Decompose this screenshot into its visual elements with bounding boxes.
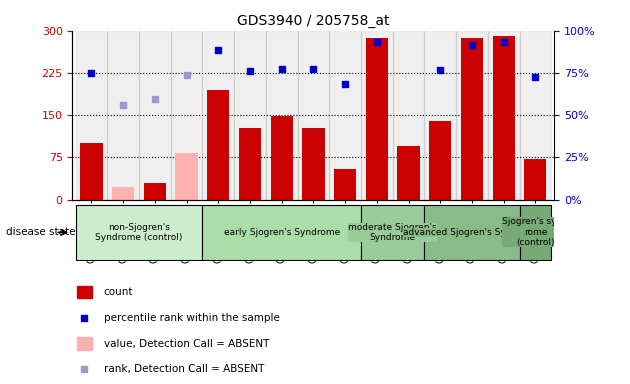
Text: value, Detection Call = ABSENT: value, Detection Call = ABSENT: [104, 339, 269, 349]
Text: rank, Detection Call = ABSENT: rank, Detection Call = ABSENT: [104, 364, 264, 374]
Bar: [144, 183, 166, 200]
Bar: [202, 205, 361, 260]
Bar: [398, 146, 420, 200]
Bar: [361, 205, 425, 260]
Bar: [112, 187, 134, 200]
Bar: [520, 205, 551, 260]
Bar: [488, 31, 520, 200]
Bar: [139, 31, 171, 200]
Bar: [493, 36, 515, 200]
Bar: [171, 31, 202, 200]
Text: moderate Sjogren's
Syndrome: moderate Sjogren's Syndrome: [348, 223, 437, 242]
Text: early Sjogren's Syndrome: early Sjogren's Syndrome: [224, 228, 340, 237]
Bar: [392, 31, 425, 200]
Text: non-Sjogren's
Syndrome (control): non-Sjogren's Syndrome (control): [95, 223, 183, 242]
Text: advanced Sjogren's Syndrome: advanced Sjogren's Syndrome: [403, 228, 541, 237]
Bar: [361, 31, 392, 200]
Bar: [456, 31, 488, 200]
Bar: [271, 116, 293, 200]
Bar: [520, 31, 551, 200]
Bar: [524, 159, 546, 200]
Bar: [329, 31, 361, 200]
Bar: [461, 38, 483, 200]
Bar: [176, 154, 198, 200]
Bar: [239, 128, 261, 200]
Bar: [77, 286, 92, 298]
Bar: [107, 31, 139, 200]
Text: count: count: [104, 287, 134, 297]
Bar: [366, 38, 388, 200]
Text: percentile rank within the sample: percentile rank within the sample: [104, 313, 280, 323]
Bar: [234, 31, 266, 200]
Title: GDS3940 / 205758_at: GDS3940 / 205758_at: [237, 14, 390, 28]
Bar: [76, 205, 202, 260]
Bar: [425, 31, 456, 200]
Bar: [429, 121, 451, 200]
Text: disease state: disease state: [6, 227, 76, 237]
Bar: [77, 337, 92, 350]
Bar: [425, 205, 520, 260]
Bar: [81, 143, 103, 200]
Text: Sjogren's synd
rome
(control): Sjogren's synd rome (control): [502, 217, 568, 247]
Bar: [302, 128, 324, 200]
Bar: [76, 31, 107, 200]
Bar: [202, 31, 234, 200]
Bar: [207, 90, 229, 200]
Bar: [297, 31, 329, 200]
Bar: [266, 31, 297, 200]
Bar: [334, 169, 356, 200]
